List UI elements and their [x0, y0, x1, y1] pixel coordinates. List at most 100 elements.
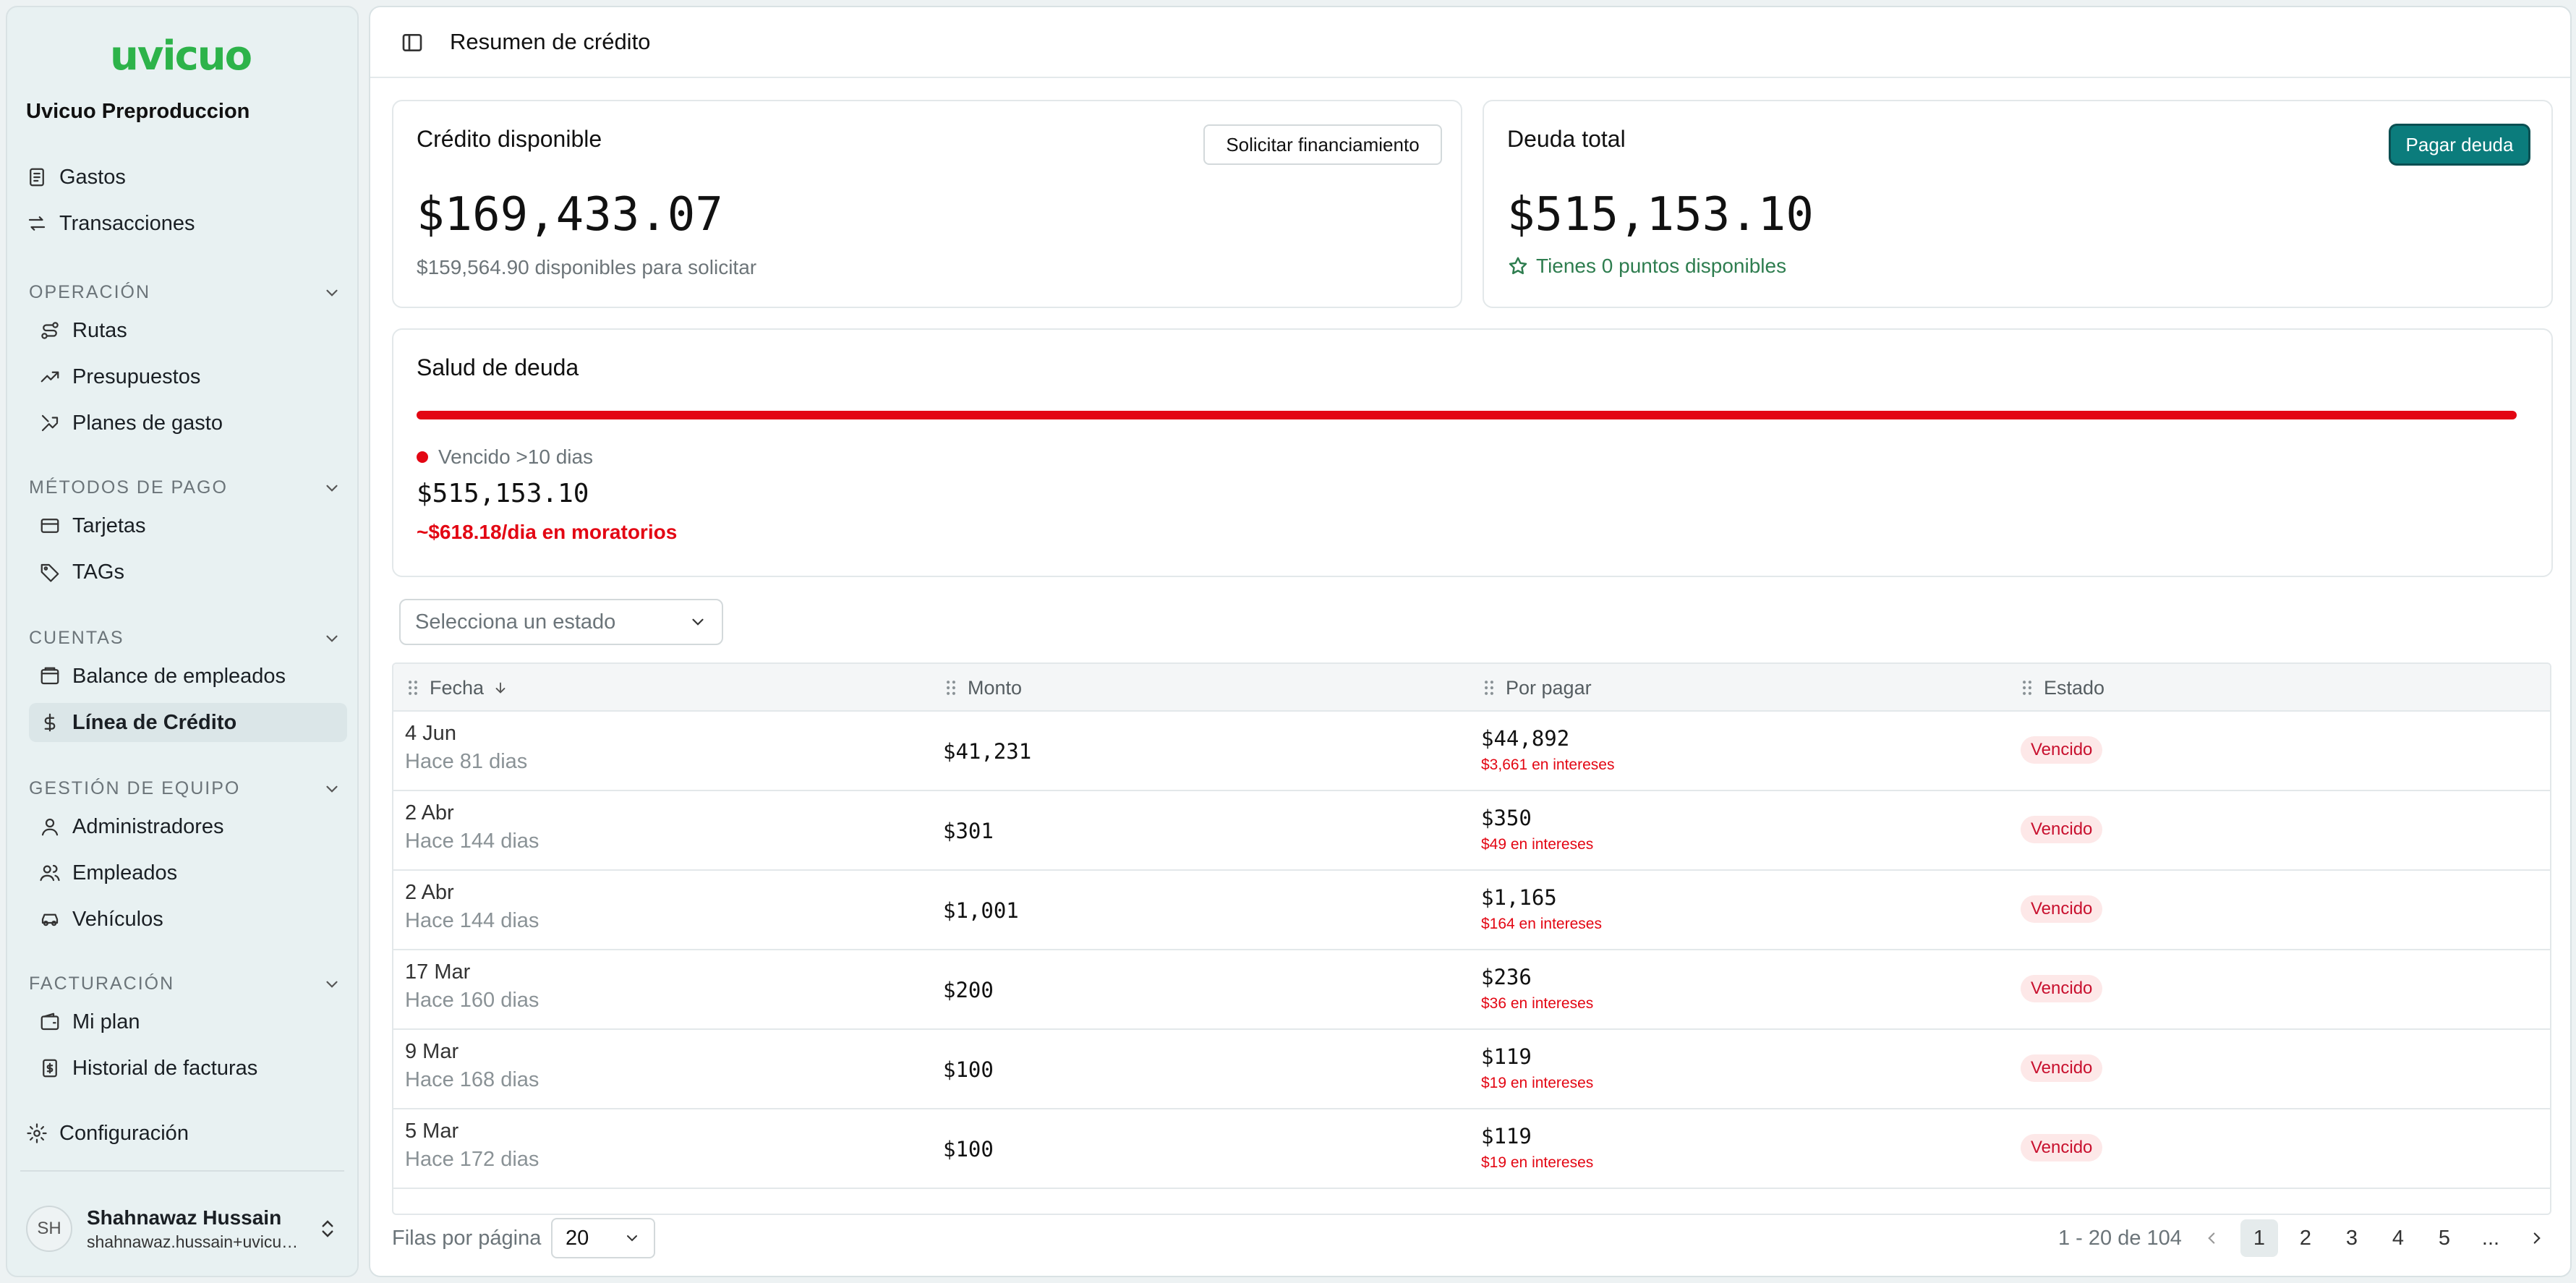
row-interest: $164 en intereses — [1481, 916, 1602, 932]
drag-handle-icon[interactable] — [943, 678, 959, 697]
table-row[interactable]: 17 Mar Hace 160 dias $200 $236 $36 en intere… — [393, 950, 2550, 1030]
sidebar-item-transacciones[interactable]: Transacciones — [26, 204, 351, 243]
sidebar-item-administradores[interactable]: Administradores — [29, 807, 347, 846]
table-row[interactable]: 5 Mar Hace 172 dias $100 $119 $19 en interes… — [393, 1109, 2550, 1189]
sidebar-item-label: Configuración — [59, 1121, 189, 1145]
due-cell: $44,892 $3,661 en intereses — [1481, 726, 1614, 774]
top-bar: Resumen de crédito — [370, 7, 2570, 78]
status-select[interactable]: Selecciona un estado — [399, 599, 723, 645]
users-icon — [40, 864, 60, 882]
available-credit-title: Crédito disponible — [417, 126, 602, 152]
chevron-up-down-icon — [322, 1220, 333, 1237]
wallet-icon — [40, 667, 59, 685]
row-amount: $100 — [943, 1137, 994, 1161]
row-due: $236 — [1481, 965, 1532, 989]
rows-per-page-select[interactable]: 20 — [551, 1218, 655, 1258]
row-amount: $301 — [943, 819, 994, 843]
due-cell: $236 $36 en intereses — [1481, 965, 1593, 1013]
brand-logo[interactable]: uvicuo — [110, 35, 266, 77]
row-amount: $41,231 — [943, 739, 1032, 764]
sidebar-item-mi-plan[interactable]: Mi plan — [29, 1002, 347, 1041]
status-select-placeholder: Selecciona un estado — [415, 610, 616, 634]
sidebar-item-linea-de-credito[interactable]: Línea de Crédito — [29, 703, 347, 742]
page-button[interactable]: 1 — [2240, 1219, 2278, 1257]
column-header-label: Estado — [2044, 676, 2105, 699]
column-header-label: Monto — [968, 676, 1023, 699]
sidebar-item-label: Gastos — [59, 165, 126, 189]
sidebar-item-presupuestos[interactable]: Presupuestos — [29, 357, 347, 396]
page-button[interactable]: 5 — [2438, 1226, 2451, 1250]
row-interest: $19 en intereses — [1481, 1154, 1594, 1171]
section-title: GESTIÓN DE EQUIPO — [29, 778, 241, 798]
request-financing-button[interactable]: Solicitar financiamiento — [1203, 124, 1442, 165]
sidebar-item-gastos[interactable]: Gastos — [26, 158, 351, 197]
column-header[interactable]: Por pagar — [1481, 664, 1592, 712]
row-ago: Hace 168 dias — [405, 1068, 539, 1091]
table-row[interactable]: 9 Mar Hace 168 dias $100 $119 $19 en interes… — [393, 1030, 2550, 1109]
debt-health-bar — [417, 411, 2517, 419]
daily-late-fee: ~$618.18/dia en moratorios — [417, 521, 678, 543]
points-text: Tienes 0 puntos disponibles — [1536, 255, 1787, 277]
sidebar-item-rutas[interactable]: Rutas — [29, 311, 347, 350]
overdue-amount: $515,153.10 — [417, 479, 589, 508]
sidebar-item-empleados[interactable]: Empleados — [29, 853, 347, 892]
page-button[interactable]: 3 — [2345, 1226, 2358, 1250]
sidebar-section-metodos-de-pago[interactable]: MÉTODOS DE PAGO — [29, 477, 341, 498]
sidebar-section-operacion[interactable]: OPERACIÓN — [29, 282, 341, 303]
user-name: Shahnawaz Hussain — [87, 1206, 282, 1229]
pay-debt-button[interactable]: Pagar deuda — [2391, 126, 2528, 163]
table-row[interactable]: 4 Jun Hace 81 dias $41,231 $44,892 $3,661 en… — [393, 712, 2550, 791]
sidebar-item-label: Planes de gasto — [72, 411, 223, 435]
available-to-request: $159,564.90 disponibles para solicitar — [417, 256, 757, 278]
points-info: Tienes 0 puntos disponibles — [1507, 255, 1786, 278]
sidebar-item-tags[interactable]: TAGs — [29, 553, 347, 592]
chevron-down-icon — [326, 981, 338, 988]
car-icon — [41, 913, 59, 926]
row-due: $44,892 — [1481, 726, 1570, 751]
row-interest: $19 en intereses — [1481, 1075, 1594, 1091]
sidebar-item-settings[interactable]: Configuración — [26, 1114, 351, 1153]
sidebar-toggle-icon[interactable] — [401, 31, 424, 54]
sort-desc-icon[interactable] — [492, 678, 508, 697]
next-page-button[interactable] — [2518, 1219, 2556, 1257]
column-header[interactable]: Monto — [943, 664, 1022, 712]
status-badge: Vencido — [2021, 736, 2103, 764]
sidebar-item-historial-de-facturas[interactable]: Historial de facturas — [29, 1049, 347, 1088]
due-cell: $119 $19 en intereses — [1481, 1124, 1593, 1172]
drag-handle-icon[interactable] — [405, 678, 421, 697]
page-button[interactable]: 4 — [2392, 1226, 2405, 1250]
prev-page-button[interactable] — [2193, 1219, 2230, 1257]
row-ago: Hace 144 dias — [405, 830, 539, 853]
column-header[interactable]: Fecha — [405, 664, 508, 712]
sidebar-item-label: Administradores — [72, 814, 224, 838]
sidebar-section-gestion-de-equipo[interactable]: GESTIÓN DE EQUIPO — [29, 778, 341, 799]
receipt-icon — [30, 168, 44, 187]
date-cell: 9 Mar Hace 168 dias — [405, 1040, 539, 1092]
debt-health-card: Salud de deuda Vencido >10 dias $515,153… — [392, 328, 2553, 577]
chevron-down-icon — [326, 289, 338, 297]
sidebar-item-planes-de-gasto[interactable]: Planes de gasto — [29, 404, 347, 443]
sidebar-item-label: Línea de Crédito — [72, 710, 237, 734]
sidebar-section-cuentas[interactable]: CUENTAS — [29, 628, 341, 649]
table-row[interactable]: 2 Abr Hace 144 dias $301 $350 $49 en interes… — [393, 791, 2550, 871]
svg-text:uvicuo: uvicuo — [110, 35, 252, 77]
tag-icon — [40, 563, 59, 582]
page-button[interactable]: 2 — [2299, 1226, 2312, 1250]
overdue-legend: Vencido >10 dias — [417, 446, 593, 469]
sidebar-item-balance-de-empleados[interactable]: Balance de empleados — [29, 657, 347, 696]
column-header[interactable]: Estado — [2019, 664, 2104, 712]
date-cell: 5 Mar Hace 172 dias — [405, 1120, 539, 1172]
row-amount: $1,001 — [943, 898, 1019, 923]
org-name[interactable]: Uvicuo Preproduccion — [26, 100, 250, 123]
sidebar-section-facturacion[interactable]: FACTURACIÓN — [29, 973, 341, 994]
trending-up-icon — [40, 371, 59, 383]
drag-handle-icon[interactable] — [1481, 678, 1497, 697]
sidebar-item-label: Mi plan — [72, 1010, 140, 1033]
drag-handle-icon[interactable] — [2019, 678, 2035, 697]
sidebar-item-vehiculos[interactable]: Vehículos — [29, 900, 347, 939]
table-row[interactable]: 2 Abr Hace 144 dias $1,001 $1,165 $164 en in… — [393, 871, 2550, 950]
page-button[interactable]: ... — [2481, 1226, 2500, 1250]
sidebar-item-tarjetas[interactable]: Tarjetas — [29, 506, 347, 545]
user-menu[interactable]: SH Shahnawaz Hussain shahnawaz.hussain+u… — [26, 1189, 344, 1269]
date-cell: 2 Abr Hace 144 dias — [405, 801, 539, 853]
